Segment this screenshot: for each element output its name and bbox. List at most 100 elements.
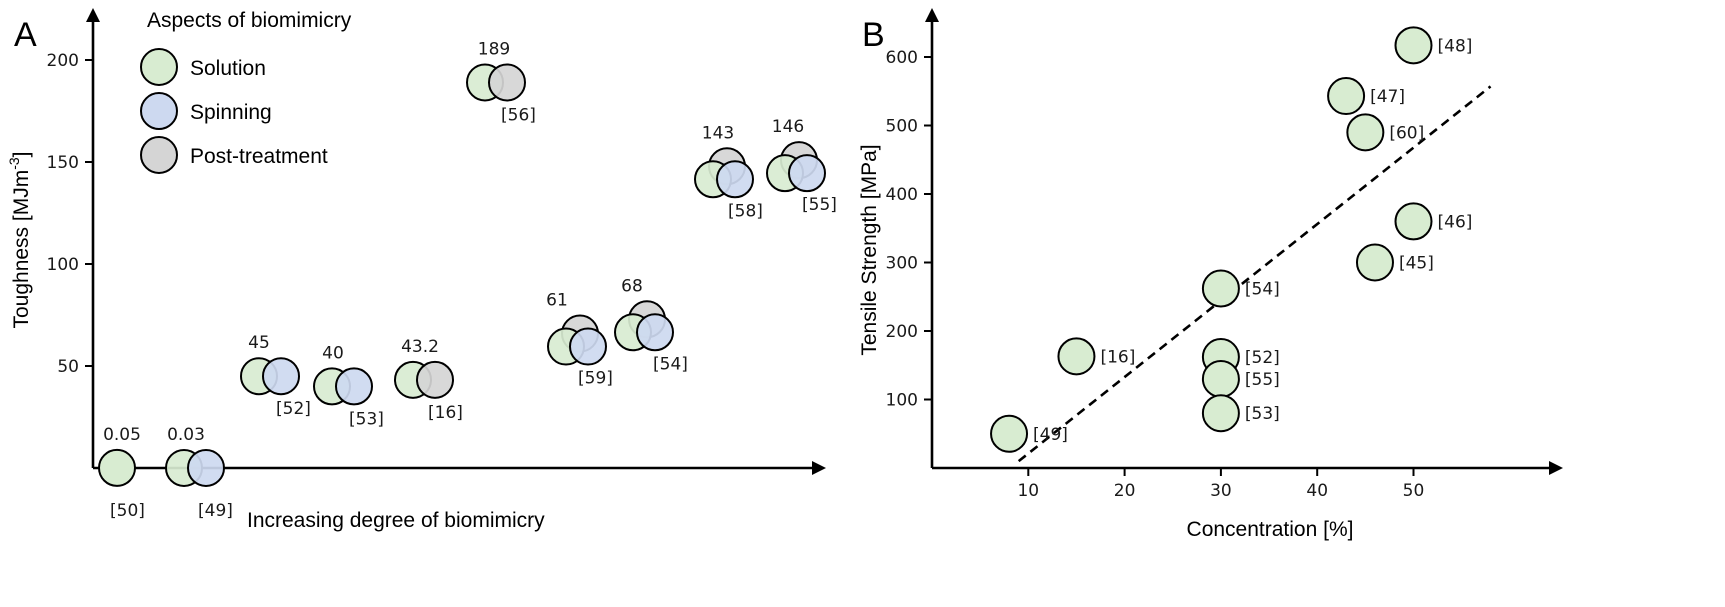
panel-a-y-axis-title-main: Toughness [MJm [10,170,33,329]
legend-post-treatment-label: Post-treatment [190,145,328,168]
panel-b-point-group: [55] [1201,359,1280,398]
panel-b-point [990,414,1029,453]
panel-a-value-label: 0.03 [167,425,205,445]
panel-a-data-points: 0.05 [50] 0.03 [49] 45 [52] 40 [53] 43.2 [16] 189 [… [98,39,837,521]
panel-b-ref-label: [49] [1033,425,1068,445]
panel-a-label: A [14,16,37,54]
panel-b-point-group: [53] [1201,394,1280,433]
panel-b-x-axis-title: Concentration [%] [1187,518,1354,541]
panel-a-point-group: 68 [54] [614,276,688,374]
panel-a-point-group: 189 [56] [466,39,536,125]
panel-b-y-tick-label: 400 [886,185,918,205]
panel-a-post-treatment-circle [488,63,526,102]
legend-solution-swatch [140,48,178,86]
panel-a-value-label: 189 [478,39,510,59]
panel-b-y-axis-title: Tensile Strength [MPa] [858,144,881,355]
panel-b-point-group: [16] [1057,337,1135,376]
panel-a-ref-label: [55] [802,195,837,215]
panel-b-x-tick-label: 30 [1210,481,1232,501]
panel-a-y-axis-arrow [86,8,100,22]
panel-b-trendline [1017,85,1492,463]
panel-b-ref-label: [55] [1245,370,1280,390]
panel-b-label: B [862,16,885,54]
panel-a-point-group: 0.05 [50] [98,425,145,521]
panel-b-ref-label: [45] [1399,254,1434,274]
panel-b-tensile-chart: B 100 200 300 400 500 600 10 20 30 40 50 Tensile … [858,8,1563,541]
panel-b-y-tick-label: 200 [886,322,918,342]
panel-b-ref-label: [53] [1245,404,1280,424]
panel-b-ref-label: [46] [1438,212,1473,232]
panel-b-x-tick-label: 40 [1306,481,1328,501]
panel-b-data-points: [49] [16] [54] [52][55] [53] [45] [46] [60] [47]… [990,26,1473,453]
panel-a-post-treatment-circle [416,360,454,399]
panel-a-value-label: 61 [546,291,568,311]
panel-a-value-label: 143 [702,123,734,143]
panel-b-ref-label: [52] [1245,348,1280,368]
panel-b-point-group: [49] [990,414,1068,453]
panel-a-ref-label: [54] [653,354,688,374]
panel-b-y-tick-label: 300 [886,254,918,274]
panel-b-point-group: [46] [1394,202,1473,241]
panel-b-y-axis-arrow [925,8,939,22]
panel-b-point [1394,26,1433,65]
panel-a-y-axis-title-close: ] [10,151,33,157]
panel-a-point-group: 45 [52] [240,333,311,419]
panel-b-ref-label: [54] [1245,280,1280,300]
panel-b-x-tick-label: 20 [1114,481,1136,501]
panel-b-point-group: [48] [1394,26,1473,65]
panel-a-toughness-chart: A 50 100 150 200 Toughness [MJm-3] Increasi… [6,8,837,532]
panel-a-point-group: 143 [58] [694,123,763,221]
panel-a-y-axis-title-sup: -3 [6,157,22,170]
panel-b-point [1201,269,1240,308]
panel-b-point-group: [45] [1355,243,1434,282]
panel-a-y-tick-label: 100 [47,255,79,275]
legend-title: Aspects of biomimicry [147,9,352,32]
panel-b-point-group: [60] [1346,113,1424,152]
panel-a-point-group: 0.03 [49] [165,425,233,521]
panel-a-value-label: 45 [248,333,270,353]
panel-b-x-axis-arrow [1549,461,1563,475]
panel-a-y-tick-label: 200 [47,51,79,71]
panel-b-ref-label: [60] [1389,123,1424,143]
panel-a-ref-label: [16] [428,403,463,423]
panel-a-value-label: 43.2 [401,337,439,357]
panel-a-ref-label: [50] [110,501,145,521]
panel-a-point-group: 40 [53] [313,343,384,429]
panel-b-ref-label: [48] [1438,36,1473,56]
panel-a-spinning-circle [788,154,826,193]
panel-b-point [1355,243,1394,282]
legend-spinning-label: Spinning [190,101,272,124]
panel-a-ref-label: [58] [728,201,763,221]
panel-b-y-tick-label: 100 [886,391,918,411]
panel-a-legend: Aspects of biomimicry Solution Spinning … [140,9,352,174]
panel-b-ref-label: [16] [1100,347,1135,367]
panel-a-spinning-circle [187,448,225,487]
panel-a-x-axis-title: Increasing degree of biomimicry [247,509,545,532]
panel-a-y-tick-label: 50 [57,357,79,377]
panel-a-spinning-circle [569,327,607,366]
panel-a-spinning-circle [335,367,373,406]
panel-b-point [1201,394,1240,433]
panel-a-ref-label: [56] [501,105,536,125]
panel-b-point [1346,113,1385,152]
legend-post-treatment-swatch [140,136,178,174]
panel-a-value-label: 0.05 [103,425,141,445]
panel-a-spinning-circle [636,313,674,352]
panel-a-ref-label: [52] [276,399,311,419]
legend-spinning-swatch [140,92,178,130]
panel-b-point [1057,337,1096,376]
panel-b-y-tick-label: 500 [886,117,918,137]
panel-a-spinning-circle [716,160,754,199]
panel-a-y-axis-title: Toughness [MJm-3] [6,151,33,328]
panel-a-point-group: 61 [59] [546,291,613,389]
panel-a-value-label: 40 [322,343,344,363]
panel-b-x-tick-label: 50 [1403,481,1425,501]
panel-a-ref-label: [49] [198,501,233,521]
panel-b-point-group: [54] [1201,269,1280,308]
panel-a-point-group: 43.2 [16] [394,337,463,423]
panel-a-solution-circle [98,448,136,487]
panel-a-spinning-circle [262,357,300,396]
legend-solution-label: Solution [190,57,266,80]
panel-b-point [1394,202,1433,241]
